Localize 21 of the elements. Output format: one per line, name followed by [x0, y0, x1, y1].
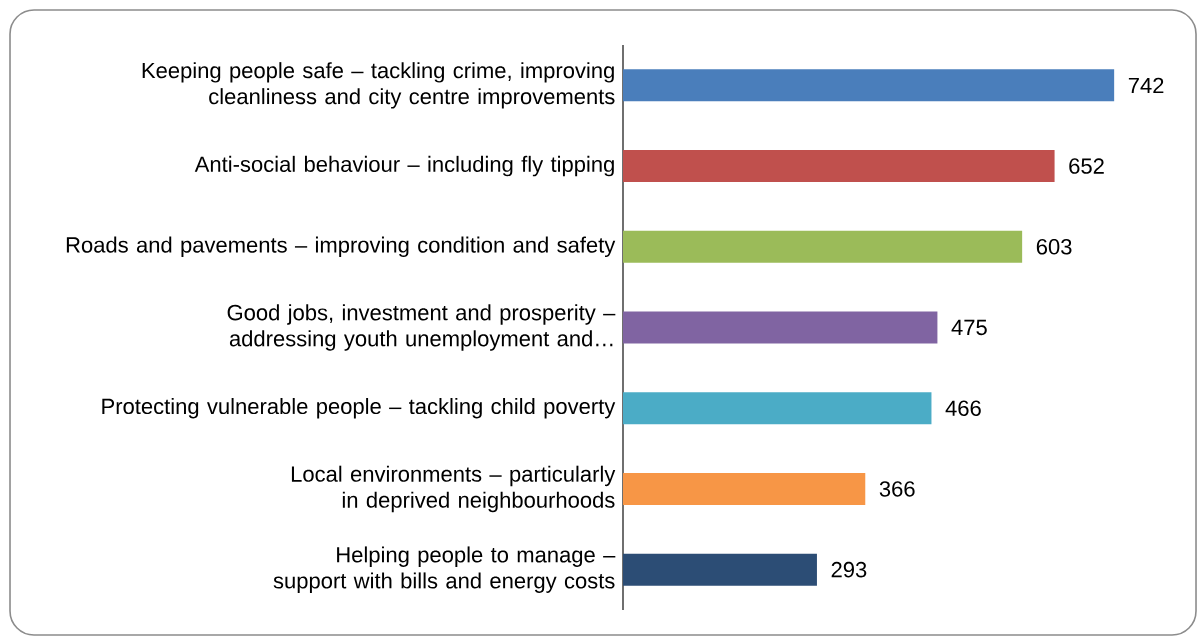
y-tick-label: Good jobs, investment and prosperity – addressing youth unemployment and… — [227, 304, 616, 351]
y-tick-label: Helping people to manage – support with bills and energy costs — [273, 546, 616, 593]
data-label: 466 — [945, 400, 981, 417]
data-label: 293 — [831, 561, 867, 578]
data-label: 652 — [1069, 158, 1104, 174]
bar — [623, 472, 866, 505]
data-label: 475 — [951, 319, 987, 336]
y-tick-label: Anti-social behaviour – including fly tipping — [194, 155, 614, 177]
data-label: 366 — [879, 481, 915, 497]
bar — [623, 553, 817, 586]
bar — [623, 150, 1055, 183]
y-tick-label: Protecting vulnerable people – tackling child poverty — [102, 397, 616, 419]
y-tick-label: Roads and pavements – improving condition and safety — [66, 236, 616, 258]
y-tick-label: Keeping people safe – tackling crime, improving cleanliness and city centre improvements — [142, 62, 615, 109]
bar — [623, 230, 1023, 263]
bar — [623, 69, 1115, 102]
bar — [623, 311, 938, 344]
data-label: 742 — [1128, 77, 1164, 94]
y-tick-label: Local environments – particularly in deprived neighbourhoods — [291, 465, 616, 513]
data-label: 603 — [1036, 239, 1072, 255]
bar — [623, 392, 932, 425]
